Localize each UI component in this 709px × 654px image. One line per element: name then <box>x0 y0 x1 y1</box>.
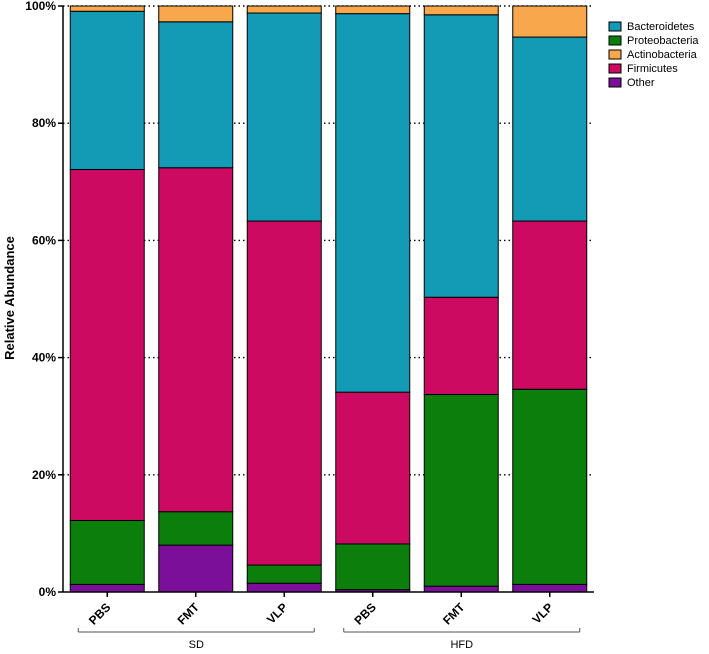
bar-segment-firmicutes <box>246 220 322 566</box>
bar-segment-proteobacteria <box>246 564 322 584</box>
legend-label: Bacteroidetes <box>627 21 695 33</box>
y-tick-label: 60% <box>32 233 56 247</box>
y-axis-label: Relative Abundance <box>2 236 17 360</box>
bar-segment-actinobacteria <box>69 5 145 12</box>
y-tick-label: 100% <box>25 0 56 13</box>
bar-segment-other <box>423 585 499 593</box>
bar-segment-firmicutes <box>512 220 588 390</box>
legend: Bacteroidetes Proteobacteria Actinobacteri… <box>608 21 699 89</box>
y-tick-label: 20% <box>32 468 56 482</box>
bar-segment-actinobacteria <box>246 5 322 14</box>
bar-segment-bacteroidetes <box>69 10 145 170</box>
y-axis: 0% 20% 40% 60% 80% 100% <box>25 0 64 599</box>
bar-segment-proteobacteria <box>69 520 145 585</box>
bar-segment-firmicutes <box>158 167 234 513</box>
bar-segment-other <box>512 583 588 593</box>
x-tick-label: VLP <box>264 600 290 626</box>
y-tick-label: 80% <box>32 116 56 130</box>
gridlines <box>63 5 594 476</box>
group-label: HFD <box>450 639 473 651</box>
legend-label: Other <box>627 77 655 89</box>
legend-swatch <box>608 21 622 32</box>
bar-segment-bacteroidetes <box>423 14 499 298</box>
legend-swatch <box>608 49 622 60</box>
group-brackets: SD HFD <box>77 628 581 651</box>
legend-swatch <box>608 63 622 74</box>
bar-segment-proteobacteria <box>158 511 234 546</box>
legend-label: Proteobacteria <box>627 35 699 47</box>
bar-segment-actinobacteria <box>158 5 234 23</box>
bar-segment-other <box>69 583 145 593</box>
bar-segment-bacteroidetes <box>246 12 322 222</box>
bar-segment-proteobacteria <box>335 543 411 591</box>
x-tick-label: VLP <box>529 600 555 626</box>
x-tick-label: FMT <box>440 600 468 628</box>
y-tick-label: 0% <box>39 585 57 599</box>
bar-segment-actinobacteria <box>335 5 411 15</box>
y-tick-label: 40% <box>32 351 56 365</box>
group-label: SD <box>189 639 204 651</box>
bar-segment-other <box>158 544 234 593</box>
bars <box>69 5 588 593</box>
x-tick-label: FMT <box>175 600 203 628</box>
bar-segment-actinobacteria <box>512 5 588 38</box>
bar-segment-firmicutes <box>69 168 145 522</box>
x-tick-label: PBS <box>86 600 113 627</box>
bar-segment-proteobacteria <box>512 388 588 585</box>
bar-segment-other <box>246 582 322 593</box>
bar-segment-firmicutes <box>423 296 499 396</box>
x-axis: PBS FMT VLP PBS FMT VLP <box>63 591 594 628</box>
bar-segment-firmicutes <box>335 391 411 545</box>
legend-label: Firmicutes <box>627 63 678 75</box>
legend-swatch <box>608 35 622 46</box>
legend-label: Actinobacteria <box>627 49 698 61</box>
bar-segment-proteobacteria <box>423 394 499 587</box>
legend-swatch <box>608 77 622 88</box>
bar-segment-bacteroidetes <box>512 36 588 222</box>
x-tick-label: PBS <box>352 600 379 627</box>
bar-segment-actinobacteria <box>423 5 499 16</box>
bar-segment-bacteroidetes <box>158 21 234 169</box>
bar-segment-bacteroidetes <box>335 13 411 393</box>
